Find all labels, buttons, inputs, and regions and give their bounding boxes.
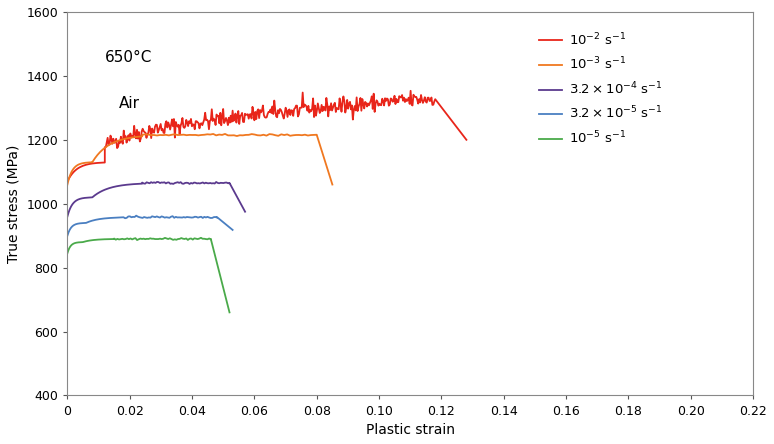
$3.2 \times 10^{-4}$ s$^{-1}$: [128, 182, 137, 187]
$3.2 \times 10^{-5}$ s$^{-1}$: [72, 221, 81, 226]
$10^{-2}$ s$^{-1}$: [379, 103, 389, 108]
$3.2 \times 10^{-4}$ s$^{-1}$: [63, 214, 72, 219]
$3.2 \times 10^{-4}$ s$^{-1}$: [152, 179, 162, 185]
$10^{-5}$ s$^{-1}$: [70, 240, 80, 246]
$10^{-3}$ s$^{-1}$: [327, 182, 337, 187]
$10^{-5}$ s$^{-1}$: [225, 310, 235, 315]
Line: $10^{-3}$ s$^{-1}$: $10^{-3}$ s$^{-1}$: [67, 134, 332, 185]
$10^{-5}$ s$^{-1}$: [109, 236, 118, 242]
Line: $3.2 \times 10^{-5}$ s$^{-1}$: $3.2 \times 10^{-5}$ s$^{-1}$: [67, 216, 233, 236]
Text: Air: Air: [119, 96, 140, 111]
$3.2 \times 10^{-5}$ s$^{-1}$: [119, 215, 128, 220]
$10^{-2}$ s$^{-1}$: [63, 178, 72, 184]
Line: $3.2 \times 10^{-4}$ s$^{-1}$: $3.2 \times 10^{-4}$ s$^{-1}$: [67, 182, 245, 217]
$3.2 \times 10^{-5}$ s$^{-1}$: [94, 217, 103, 222]
$10^{-5}$ s$^{-1}$: [208, 244, 217, 249]
$3.2 \times 10^{-4}$ s$^{-1}$: [75, 196, 84, 202]
$10^{-2}$ s$^{-1}$: [352, 95, 361, 100]
$3.2 \times 10^{-4}$ s$^{-1}$: [128, 182, 138, 187]
$10^{-5}$ s$^{-1}$: [104, 237, 113, 242]
$10^{-2}$ s$^{-1}$: [120, 135, 129, 140]
$3.2 \times 10^{-5}$ s$^{-1}$: [228, 227, 238, 233]
$10^{-5}$ s$^{-1}$: [63, 250, 72, 256]
$10^{-2}$ s$^{-1}$: [337, 99, 347, 105]
$3.2 \times 10^{-5}$ s$^{-1}$: [63, 233, 72, 238]
$10^{-5}$ s$^{-1}$: [197, 235, 206, 241]
Legend: $10^{-2}$ s$^{-1}$, $10^{-3}$ s$^{-1}$, $3.2 \times 10^{-4}$ s$^{-1}$, $3.2 \tim: $10^{-2}$ s$^{-1}$, $10^{-3}$ s$^{-1}$, …: [533, 26, 668, 151]
$3.2 \times 10^{-5}$ s$^{-1}$: [132, 213, 141, 218]
$10^{-3}$ s$^{-1}$: [221, 131, 230, 137]
Line: $10^{-2}$ s$^{-1}$: $10^{-2}$ s$^{-1}$: [67, 91, 467, 181]
Y-axis label: True stress (MPa): True stress (MPa): [7, 144, 21, 263]
Text: 650°C: 650°C: [105, 50, 152, 65]
$3.2 \times 10^{-4}$ s$^{-1}$: [227, 183, 236, 189]
$10^{-3}$ s$^{-1}$: [128, 135, 137, 140]
$3.2 \times 10^{-5}$ s$^{-1}$: [112, 215, 122, 220]
$3.2 \times 10^{-4}$ s$^{-1}$: [104, 186, 114, 191]
$10^{-5}$ s$^{-1}$: [103, 237, 112, 242]
$10^{-2}$ s$^{-1}$: [361, 99, 370, 105]
$10^{-3}$ s$^{-1}$: [75, 162, 84, 167]
$10^{-2}$ s$^{-1}$: [406, 88, 416, 94]
X-axis label: Plastic strain: Plastic strain: [366, 423, 455, 437]
$10^{-2}$ s$^{-1}$: [324, 114, 333, 119]
$10^{-3}$ s$^{-1}$: [128, 135, 138, 140]
$10^{-3}$ s$^{-1}$: [138, 134, 147, 139]
$3.2 \times 10^{-5}$ s$^{-1}$: [214, 216, 224, 221]
$10^{-2}$ s$^{-1}$: [462, 137, 471, 143]
Line: $10^{-5}$ s$^{-1}$: $10^{-5}$ s$^{-1}$: [67, 238, 230, 313]
$10^{-3}$ s$^{-1}$: [63, 182, 72, 187]
$10^{-5}$ s$^{-1}$: [89, 238, 98, 243]
$10^{-3}$ s$^{-1}$: [313, 138, 323, 143]
$3.2 \times 10^{-5}$ s$^{-1}$: [111, 215, 121, 220]
$3.2 \times 10^{-4}$ s$^{-1}$: [241, 209, 250, 214]
$3.2 \times 10^{-4}$ s$^{-1}$: [138, 181, 147, 186]
$10^{-3}$ s$^{-1}$: [104, 143, 114, 148]
